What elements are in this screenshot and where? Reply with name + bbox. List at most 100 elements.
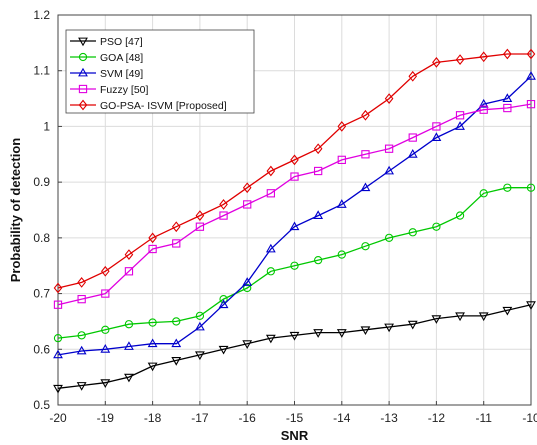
legend-label: Fuzzy [50] xyxy=(100,84,149,96)
series-0 xyxy=(53,301,536,394)
data-point xyxy=(171,338,182,348)
data-point xyxy=(243,200,252,209)
data-point xyxy=(172,239,181,248)
series-line xyxy=(57,75,532,356)
data-point xyxy=(53,333,63,343)
x-tick-label: -15 xyxy=(286,411,304,425)
data-point xyxy=(313,329,324,338)
data-point xyxy=(336,329,347,338)
data-point xyxy=(361,150,370,159)
data-point xyxy=(384,233,394,243)
data-point xyxy=(361,109,370,121)
data-point xyxy=(336,199,347,208)
data-point xyxy=(53,349,63,359)
legend-label: GOA [48] xyxy=(100,52,143,64)
legend-item: PSO [47] xyxy=(70,36,143,48)
series-line xyxy=(57,187,531,339)
data-point xyxy=(289,331,300,341)
data-point xyxy=(408,70,418,82)
legend-label: PSO [47] xyxy=(100,36,143,48)
y-axis-title: Probability of detection xyxy=(8,138,23,283)
data-point xyxy=(337,250,346,259)
data-point xyxy=(101,289,110,298)
data-point xyxy=(266,267,275,276)
data-point xyxy=(219,294,228,304)
y-axis-ticks: 0.5 0.6 0.7 0.8 0.9 1 1.1 1.2 xyxy=(33,8,62,412)
data-point xyxy=(243,283,252,293)
legend-item: GO-PSA- ISVM [Proposed] xyxy=(70,99,227,112)
x-tick-label: -18 xyxy=(144,411,162,425)
x-tick-label: -20 xyxy=(49,411,67,425)
data-point xyxy=(361,242,370,251)
data-point xyxy=(77,277,86,288)
series-line xyxy=(57,103,532,306)
series-group xyxy=(53,48,536,394)
data-point xyxy=(432,222,441,231)
data-point xyxy=(526,183,536,192)
data-point xyxy=(502,306,513,316)
data-point xyxy=(526,48,536,60)
data-point xyxy=(431,315,442,324)
series-line xyxy=(57,304,532,389)
y-tick-label: 0.9 xyxy=(33,175,50,189)
data-point xyxy=(172,317,181,326)
data-point xyxy=(78,52,88,62)
data-point xyxy=(100,265,110,277)
data-point xyxy=(360,182,371,192)
data-point xyxy=(77,294,86,304)
x-tick-label: -13 xyxy=(380,411,398,425)
data-point xyxy=(431,132,442,142)
series-3 xyxy=(53,99,536,309)
data-point xyxy=(78,99,88,111)
data-point xyxy=(408,133,417,142)
data-point xyxy=(360,326,371,336)
x-tick-label: -14 xyxy=(333,411,351,425)
data-point xyxy=(290,154,299,166)
data-point xyxy=(78,37,88,47)
y-tick-label: 0.7 xyxy=(33,287,50,301)
data-point xyxy=(76,345,87,355)
x-axis-title: SNR xyxy=(281,428,309,443)
data-point xyxy=(432,122,441,131)
data-point xyxy=(219,199,228,210)
data-point xyxy=(124,267,134,276)
data-point xyxy=(384,93,394,104)
data-point xyxy=(148,244,157,254)
data-point xyxy=(100,379,111,388)
data-point xyxy=(53,384,63,394)
data-point xyxy=(407,320,418,330)
data-point xyxy=(503,183,512,192)
data-point xyxy=(148,232,157,244)
data-point xyxy=(503,103,512,113)
legend-item: GOA [48] xyxy=(70,52,143,64)
data-point xyxy=(313,210,324,220)
data-point xyxy=(194,351,205,361)
x-tick-label: -11 xyxy=(475,411,492,425)
data-point xyxy=(195,222,205,231)
data-point xyxy=(195,311,205,321)
legend: PSO [47] GOA [48] SVM [49] Fuzzy [50] GO-PSA… xyxy=(65,29,255,114)
data-point xyxy=(502,93,513,103)
data-point xyxy=(408,228,417,237)
data-point xyxy=(53,300,63,309)
data-point xyxy=(290,261,299,270)
data-point xyxy=(218,299,229,309)
x-tick-label: -16 xyxy=(239,411,257,425)
y-tick-label: 1.2 xyxy=(33,8,50,22)
data-point xyxy=(195,210,205,221)
data-point xyxy=(100,344,111,353)
data-point xyxy=(147,338,158,348)
data-point xyxy=(265,334,276,344)
data-point xyxy=(53,282,63,294)
data-point xyxy=(289,221,300,231)
data-point xyxy=(526,301,536,310)
x-tick-label: -10 xyxy=(522,411,537,425)
data-point xyxy=(479,105,488,114)
data-point xyxy=(147,362,158,372)
data-point xyxy=(432,56,441,68)
x-tick-label: -19 xyxy=(97,411,115,425)
data-point xyxy=(219,211,228,220)
legend-item: Fuzzy [50] xyxy=(70,84,149,96)
data-point xyxy=(313,255,323,265)
